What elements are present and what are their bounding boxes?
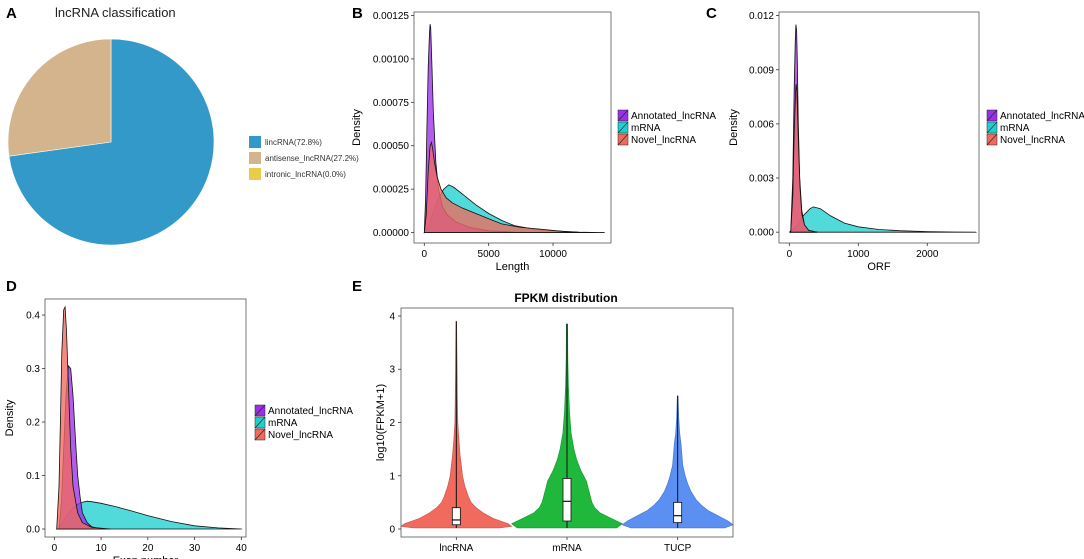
- panel-e: E FPKM distribution lncRNA mRNA TUCP 0 1 2 3 4 l…: [352, 278, 734, 554]
- legend-label: mRNA: [1000, 123, 1030, 134]
- plot-frame: [44, 298, 247, 538]
- y-tick-label: 0.00075: [373, 98, 410, 109]
- violin-title: FPKM distribution: [514, 291, 617, 305]
- pie-slice: [8, 38, 215, 246]
- legend-label: Novel_lncRNA: [268, 430, 333, 441]
- plot-frame: [413, 11, 612, 244]
- legend-swatch-slash: [986, 121, 998, 134]
- legend-swatch-slash: [254, 428, 266, 441]
- panel-label-c: C: [706, 5, 717, 22]
- violin-box: [673, 501, 683, 524]
- density-novel-lncrna: [423, 140, 586, 234]
- x-tick-label: 2000: [916, 249, 939, 260]
- legend-swatch: [249, 136, 261, 148]
- y-axis-title: Density: [351, 109, 363, 146]
- panel-label-a: A: [6, 5, 17, 22]
- density-novel-lncrna: [790, 84, 818, 234]
- x-tick-label: 10000: [539, 249, 567, 260]
- x-tick-label: 40: [236, 543, 248, 554]
- legend-label: Annotated_lncRNA: [631, 111, 716, 122]
- violin-box: [451, 507, 461, 526]
- legend-label: mRNA: [268, 418, 298, 429]
- x-tick-label: TUCP: [664, 543, 692, 554]
- y-tick-label: 0.00100: [373, 54, 410, 65]
- y-axis-title: Density: [728, 109, 740, 146]
- y-tick-label: 0.006: [749, 119, 774, 130]
- y-axis-title: log10(FPKM+1): [375, 384, 387, 461]
- y-tick-label: 1: [389, 471, 395, 482]
- y-tick-label: 0.00025: [373, 185, 410, 196]
- y-tick-label: 0.4: [26, 311, 40, 322]
- y-tick-label: 3: [389, 365, 395, 376]
- y-tick-label: 0.000: [749, 228, 774, 239]
- plot-background: [779, 12, 979, 243]
- x-axis-title: Length: [496, 261, 530, 273]
- x-tick-label: lncRNA: [439, 543, 473, 554]
- y-tick-label: 0.2: [26, 418, 40, 429]
- legend-label: Novel_lncRNA: [1000, 135, 1065, 146]
- x-tick-label: 0: [787, 249, 793, 260]
- panel-b: B 0 5000 10000 0.00000 0.00025 0.00050 0.00075…: [351, 5, 716, 273]
- panel-label-d: D: [6, 278, 17, 295]
- y-tick-label: 4: [389, 311, 395, 322]
- legend-swatch-slash: [617, 121, 629, 134]
- panel-d: D 0 10 20 30 40 0.0 0.1 0.2 0.3 0.4 Exon number Den…: [4, 278, 353, 559]
- legend-swatch-slash: [254, 416, 266, 429]
- pie-legend: lincRNA(72.8%) antisense_lncRNA(27.2%)int…: [249, 136, 359, 180]
- panel-c: C 0 1000 2000 0.000 0.003 0.006 0.009 0.012 ORF D…: [706, 5, 1084, 273]
- legend-label: intronic_lncRNA(0.0%): [265, 170, 346, 179]
- x-axis-title: ORF: [867, 261, 891, 273]
- legend-label: Novel_lncRNA: [631, 135, 696, 146]
- x-tick-label: 0: [52, 543, 58, 554]
- x-tick-label: 30: [189, 543, 201, 554]
- legend-label: lincRNA(72.8%): [265, 138, 322, 147]
- y-tick-label: 0.00000: [373, 228, 410, 239]
- y-tick-label: 2: [389, 418, 395, 429]
- y-tick-label: 0.00125: [373, 11, 410, 22]
- legend-label: Annotated_lncRNA: [268, 406, 353, 417]
- y-tick-label: 0.009: [749, 65, 774, 76]
- pie-title: lncRNA classification: [55, 5, 176, 20]
- y-axis-title: Density: [4, 399, 16, 436]
- legend-swatch: [249, 152, 261, 164]
- pie-slice: [7, 38, 112, 157]
- x-tick-label: 5000: [478, 249, 501, 260]
- y-tick-label: 0.0: [26, 524, 40, 535]
- legend-swatch-slash: [617, 109, 629, 122]
- y-tick-label: 0.1: [26, 471, 40, 482]
- legend-label: antisense_lncRNA(27.2%): [265, 154, 359, 163]
- y-tick-label: 0: [389, 525, 395, 536]
- x-tick-label: 20: [142, 543, 154, 554]
- y-tick-label: 0.003: [749, 174, 774, 185]
- legend-swatch-slash: [986, 109, 998, 122]
- legend-label: mRNA: [631, 123, 661, 134]
- panel-label-e: E: [352, 278, 362, 295]
- density-novel-lncrna: [55, 305, 111, 531]
- legend-label: Annotated_lncRNA: [1000, 111, 1084, 122]
- y-tick-label: 0.3: [26, 364, 40, 375]
- x-axis-title: Exon number: [113, 555, 179, 559]
- legend-swatch-slash: [617, 133, 629, 146]
- y-tick-label: 0.00050: [373, 141, 410, 152]
- violin-box: [562, 478, 572, 522]
- legend-swatch-slash: [986, 133, 998, 146]
- x-tick-label: mRNA: [552, 543, 582, 554]
- x-tick-label: 0: [422, 249, 428, 260]
- pie-slices: [7, 38, 215, 246]
- x-tick-label: 10: [96, 543, 108, 554]
- y-tick-label: 0.012: [749, 11, 774, 22]
- panel-label-b: B: [352, 5, 363, 22]
- panel-a: A lncRNA classification lincRNA(72.8%) an…: [6, 5, 359, 246]
- legend-swatch-slash: [254, 404, 266, 417]
- x-tick-label: 1000: [847, 249, 870, 260]
- plot-frame: [778, 11, 980, 244]
- legend-swatch: [249, 168, 261, 180]
